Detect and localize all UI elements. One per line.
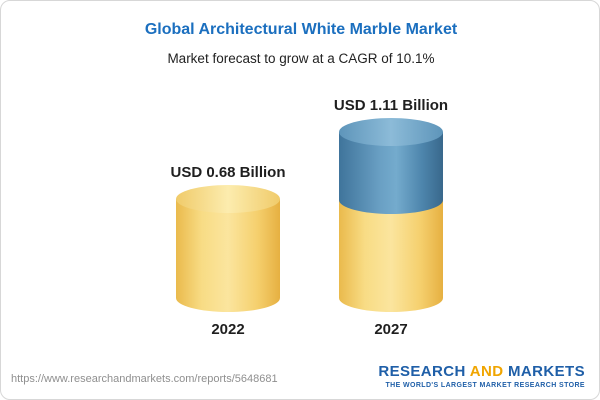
logo-wordmark: RESEARCH AND MARKETS [378,363,585,380]
x-axis-label-2027: 2027 [374,321,408,338]
bar-2027-top-ellipse [339,118,443,146]
x-axis-label-2022: 2022 [211,321,245,338]
chart-subtitle: Market forecast to grow at a CAGR of 10.… [167,51,435,66]
chart-title: Global Architectural White Marble Market [144,21,458,38]
researchandmarkets-logo[interactable]: RESEARCH AND MARKETS THE WORLD'S LARGEST… [378,363,585,389]
logo-word-and: AND [469,363,504,380]
logo-word-research: RESEARCH [378,363,466,380]
logo-word-markets: MARKETS [508,363,585,380]
value-label-2022: USD 0.68 Billion [170,164,286,181]
bar-2022-cylinder [176,185,280,312]
bar-2022-top-ellipse [176,185,280,213]
bar-2027-cylinder [339,118,443,312]
logo-tagline: THE WORLD'S LARGEST MARKET RESEARCH STOR… [385,382,585,389]
bar-2022-body [176,199,280,312]
report-url-link[interactable]: https://www.researchandmarkets.com/repor… [11,373,278,385]
value-label-2027: USD 1.11 Billion [333,97,449,114]
